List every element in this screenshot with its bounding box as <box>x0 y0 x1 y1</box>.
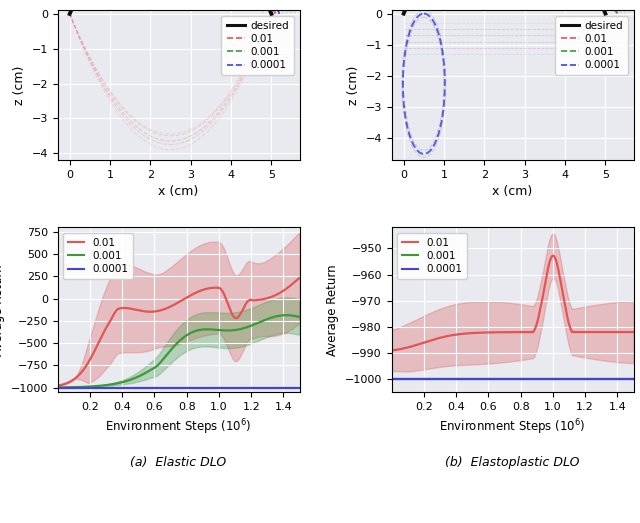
Text: (b)  Elastoplastic DLO: (b) Elastoplastic DLO <box>445 457 580 469</box>
Y-axis label: z (cm): z (cm) <box>347 65 360 105</box>
Y-axis label: Average Return: Average Return <box>0 264 5 356</box>
Legend: desired, 0.01, 0.001, 0.0001: desired, 0.01, 0.001, 0.0001 <box>556 16 628 75</box>
Y-axis label: Average Return: Average Return <box>326 264 339 356</box>
X-axis label: x (cm): x (cm) <box>159 186 199 198</box>
X-axis label: Environment Steps ($10^6$): Environment Steps ($10^6$) <box>106 417 252 437</box>
X-axis label: Environment Steps ($10^6$): Environment Steps ($10^6$) <box>439 417 586 437</box>
Text: (a)  Elastic DLO: (a) Elastic DLO <box>131 457 227 469</box>
Y-axis label: z (cm): z (cm) <box>13 65 26 105</box>
Legend: 0.01, 0.001, 0.0001: 0.01, 0.001, 0.0001 <box>63 233 133 279</box>
Legend: 0.01, 0.001, 0.0001: 0.01, 0.001, 0.0001 <box>397 233 467 279</box>
X-axis label: x (cm): x (cm) <box>492 186 532 198</box>
Legend: desired, 0.01, 0.001, 0.0001: desired, 0.01, 0.001, 0.0001 <box>221 16 294 75</box>
